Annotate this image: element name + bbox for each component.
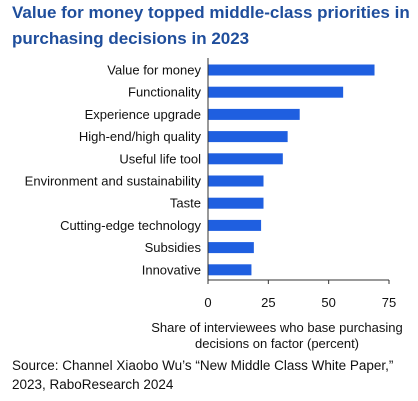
category-label: Innovative <box>142 262 201 277</box>
category-label: Value for money <box>107 63 201 78</box>
x-tick-label: 0 <box>204 295 211 310</box>
category-label: High-end/high quality <box>79 129 202 144</box>
bar-chart: Value for money Functionality Experience u… <box>25 58 403 351</box>
bar <box>208 242 254 254</box>
x-tick-label: 75 <box>382 295 396 310</box>
category-label: Subsidies <box>145 240 202 255</box>
chart-title: Value for money topped middle-class prio… <box>12 3 410 48</box>
bar <box>208 175 264 187</box>
x-axis-title: Share of interviewees who base purchasin… <box>151 320 402 335</box>
category-label: Environment and sustainability <box>25 174 202 189</box>
x-axis-title: decisions on factor (percent) <box>195 336 359 351</box>
x-tick-label: 50 <box>321 295 335 310</box>
category-label: Useful life tool <box>119 151 201 166</box>
bar <box>208 86 344 98</box>
bar <box>208 131 288 143</box>
bar <box>208 64 375 76</box>
bar <box>208 197 264 209</box>
category-label: Taste <box>170 196 201 211</box>
source-note: Source: Channel Xiaobo Wu’s “New Middle … <box>12 358 394 392</box>
category-label: Cutting-edge technology <box>60 218 201 233</box>
bar <box>208 108 300 120</box>
category-label: Experience upgrade <box>85 107 201 122</box>
category-label: Functionality <box>128 85 201 100</box>
x-tick-label: 25 <box>261 295 275 310</box>
bar <box>208 264 252 276</box>
bar <box>208 153 283 165</box>
bar <box>208 219 262 231</box>
